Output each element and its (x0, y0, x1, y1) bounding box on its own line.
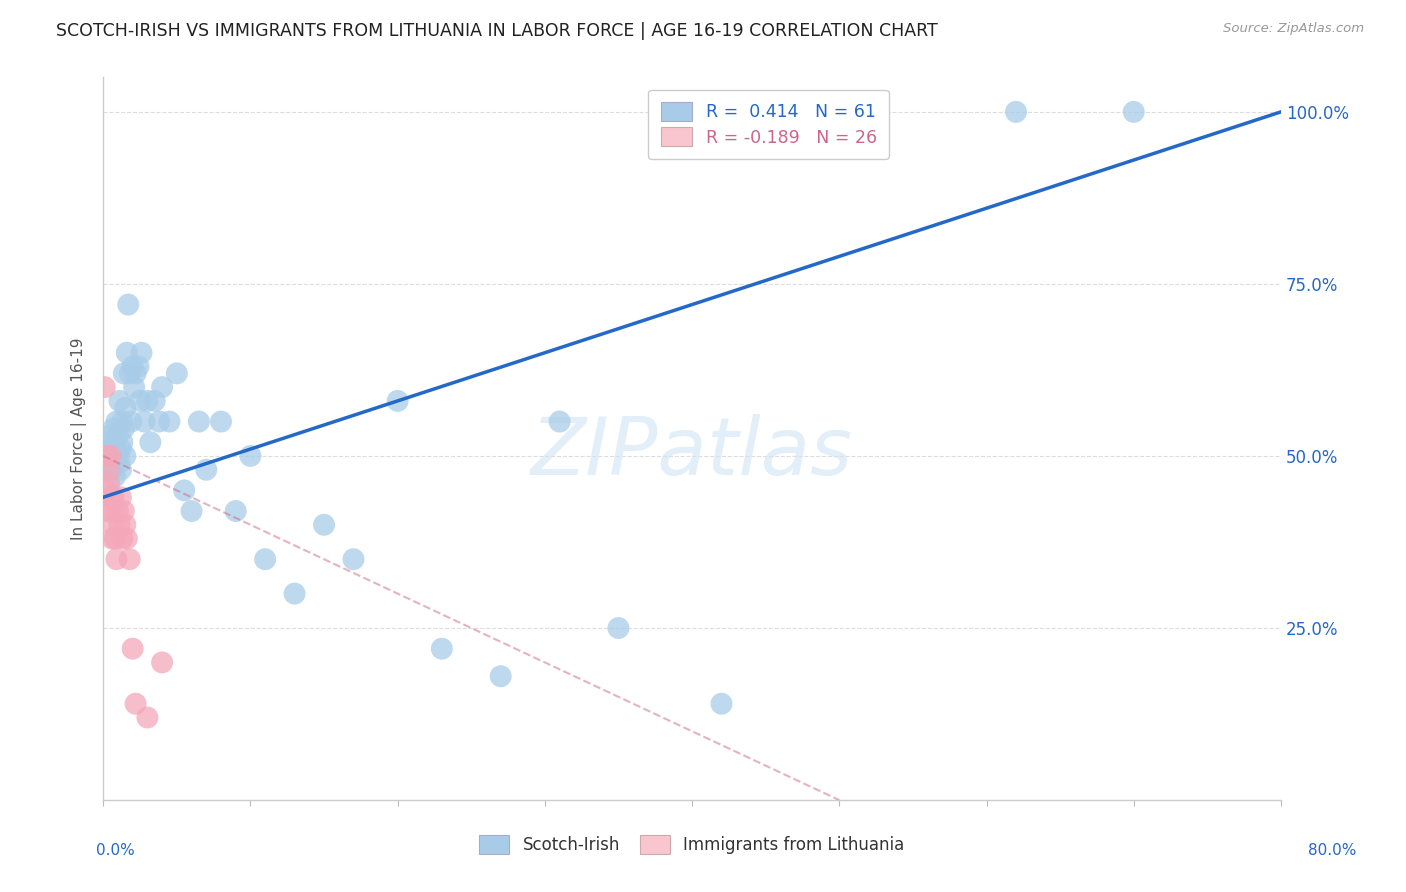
Point (114, 449, 136, 463)
Point (143, 393, 166, 408)
Point (209, 415, 232, 429)
Point (607, 621, 630, 635)
Point (101, 532, 124, 546)
Point (136, 710, 159, 724)
Y-axis label: In Labor Force | Age 16-19: In Labor Force | Age 16-19 (72, 337, 87, 540)
Point (108, 517, 131, 532)
Text: 0.0%: 0.0% (96, 843, 135, 858)
Text: Source: ZipAtlas.com: Source: ZipAtlas.com (1223, 22, 1364, 36)
Point (101, 442, 124, 456)
Point (187, 415, 209, 429)
Point (430, 641, 453, 656)
Point (312, 517, 335, 532)
Point (150, 380, 173, 394)
Point (131, 345, 153, 359)
Point (195, 463, 218, 477)
Point (548, 415, 571, 429)
Point (101, 463, 124, 477)
Point (173, 483, 195, 498)
Point (103, 517, 125, 532)
Text: SCOTCH-IRISH VS IMMIGRANTS FROM LITHUANIA IN LABOR FORCE | AGE 16-19 CORRELATION: SCOTCH-IRISH VS IMMIGRANTS FROM LITHUANI… (56, 22, 938, 40)
Point (121, 641, 143, 656)
Point (115, 345, 138, 359)
Point (124, 367, 146, 381)
Point (100, 456, 122, 470)
Point (98, 463, 121, 477)
Point (180, 504, 202, 518)
Point (117, 297, 139, 311)
Point (124, 697, 146, 711)
Point (107, 428, 129, 442)
Text: 80.0%: 80.0% (1309, 843, 1357, 858)
Point (134, 415, 156, 429)
Point (139, 435, 162, 450)
Point (129, 393, 152, 408)
Point (110, 442, 132, 456)
Point (342, 552, 364, 566)
Point (98, 476, 121, 491)
Point (114, 517, 136, 532)
Point (96, 483, 118, 498)
Point (107, 504, 129, 518)
Point (101, 504, 124, 518)
Point (148, 415, 170, 429)
Point (710, 697, 733, 711)
Point (118, 367, 141, 381)
Point (100, 449, 122, 463)
Point (108, 393, 131, 408)
Point (104, 469, 127, 483)
Point (110, 463, 132, 477)
Point (225, 504, 247, 518)
Point (104, 532, 127, 546)
Point (114, 401, 136, 415)
Point (159, 415, 181, 429)
Point (100, 428, 122, 442)
Point (105, 415, 128, 429)
Legend: R =  0.414   N = 61, R = -0.189   N = 26: R = 0.414 N = 61, R = -0.189 N = 26 (648, 90, 889, 159)
Point (104, 435, 127, 450)
Point (121, 359, 143, 374)
Point (111, 435, 134, 450)
Point (239, 449, 262, 463)
Point (150, 656, 173, 670)
Point (103, 449, 125, 463)
Point (93, 380, 115, 394)
Point (105, 449, 128, 463)
Point (103, 490, 125, 504)
Point (284, 586, 307, 600)
Point (1122, 104, 1144, 119)
Point (136, 393, 159, 408)
Point (122, 380, 145, 394)
Point (105, 552, 128, 566)
Point (111, 532, 134, 546)
Point (98, 435, 121, 450)
Point (128, 359, 150, 374)
Point (254, 552, 277, 566)
Point (166, 367, 188, 381)
Point (103, 421, 125, 435)
Point (100, 490, 122, 504)
Point (118, 552, 141, 566)
Point (120, 415, 142, 429)
Point (97, 449, 120, 463)
Point (97, 504, 120, 518)
Point (112, 367, 135, 381)
Point (112, 421, 135, 435)
Point (489, 669, 512, 683)
Point (1005, 104, 1028, 119)
Point (112, 504, 135, 518)
Point (115, 532, 138, 546)
Point (97, 449, 120, 463)
Text: ZIPatlas: ZIPatlas (531, 414, 853, 492)
Point (111, 415, 134, 429)
Point (110, 490, 132, 504)
Point (108, 456, 131, 470)
Point (387, 393, 409, 408)
Point (107, 449, 129, 463)
